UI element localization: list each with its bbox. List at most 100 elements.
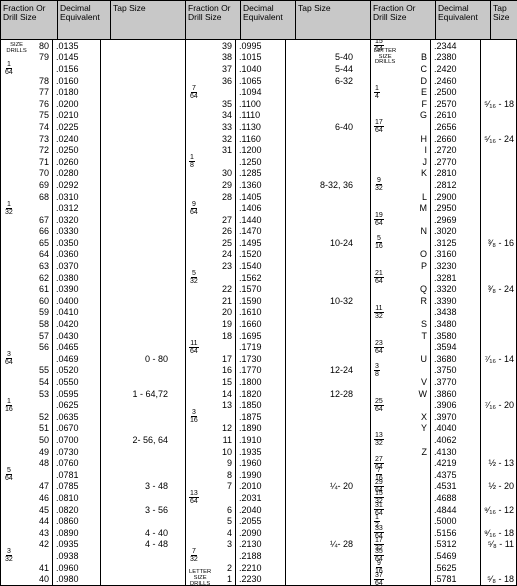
tap-cell <box>286 260 356 272</box>
drill-number: 30 <box>222 168 232 178</box>
tap-cell: ¼- 28 <box>286 539 356 551</box>
drill-number: 10 <box>222 447 232 457</box>
drill-number: 11 <box>223 435 232 445</box>
decimal-col: .0135.0145.0156.0160.0180.0200.0210.0225… <box>53 40 101 585</box>
frac-cell: 21 <box>186 295 235 307</box>
decimal-cell: .1495 <box>236 237 285 249</box>
frac-cell: 35 <box>186 98 235 110</box>
frac-cell: 50 <box>1 434 52 446</box>
tap-cell <box>101 423 171 435</box>
tap-cell <box>286 40 356 52</box>
frac-cell: 12 <box>186 423 235 435</box>
drill-number: 75 <box>39 110 49 120</box>
drill-number: Q <box>420 284 427 294</box>
decimal-cell: .2950 <box>431 202 480 214</box>
tap-cell <box>481 144 517 156</box>
decimal-cell: .1910 <box>236 434 285 446</box>
tap-cell: 2- 56, 64 <box>101 434 171 446</box>
decimal-cell: .1250 <box>236 156 285 168</box>
decimal-cell: .3906 <box>431 399 480 411</box>
tap-cell <box>481 550 517 562</box>
decimal-cell: .0310 <box>53 191 100 203</box>
tap-cell <box>101 341 171 353</box>
tap-cell <box>101 133 171 145</box>
tap-cell <box>101 226 171 238</box>
drill-number: 42 <box>39 539 49 549</box>
tap-cell: ⁹⁄₁₆ - 12 <box>481 504 517 516</box>
frac-cell: J <box>371 156 430 168</box>
tap-cell <box>286 515 356 527</box>
tap-cell <box>286 98 356 110</box>
frac-cell: 1332 <box>371 434 430 446</box>
decimal-cell: .1200 <box>236 144 285 156</box>
decimal-cell: .0625 <box>53 399 100 411</box>
decimal-cell: .1960 <box>236 457 285 469</box>
drill-number: 61 <box>39 284 49 294</box>
tap-cell <box>286 168 356 180</box>
tap-cell <box>286 214 356 226</box>
frac-cell: 1132 <box>371 307 430 319</box>
decimal-cell: .0760 <box>53 457 100 469</box>
drill-number: 73 <box>39 134 49 144</box>
frac-cell: 74 <box>1 121 52 133</box>
frac-cell: C <box>371 63 430 75</box>
decimal-cell: .3390 <box>431 295 480 307</box>
decimal-cell: .4130 <box>431 446 480 458</box>
frac-cell: 18 <box>186 156 235 168</box>
frac-cell: 65 <box>1 237 52 249</box>
tap-cell <box>101 110 171 122</box>
decimal-cell: .1470 <box>236 226 285 238</box>
tap-cell <box>286 434 356 446</box>
drill-number: 18 <box>222 331 232 341</box>
frac-cell: 66 <box>1 226 52 238</box>
drill-number: B <box>421 52 427 62</box>
tap-cell <box>101 272 171 284</box>
decimal-cell: .2090 <box>236 527 285 539</box>
decimal-cell: .1660 <box>236 318 285 330</box>
frac-cell: 20 <box>186 307 235 319</box>
frac-cell: 14E <box>371 86 430 98</box>
decimal-cell: .3594 <box>431 341 480 353</box>
tap-cell <box>286 249 356 261</box>
frac-cell: 17 <box>186 353 235 365</box>
frac-cell: 332 <box>1 550 52 562</box>
tap-cell <box>101 121 171 133</box>
head-dec: DecimalEquivalent <box>241 1 296 39</box>
drill-number: 78 <box>39 76 49 86</box>
decimal-cell: .5000 <box>431 515 480 527</box>
drill-number: 24 <box>222 249 232 259</box>
frac-cell: 16 <box>186 365 235 377</box>
frac-cell: 67 <box>1 214 52 226</box>
drill-number: N <box>421 226 428 236</box>
decimal-cell: .1094 <box>236 86 285 98</box>
frac-cell: 43 <box>1 527 52 539</box>
panel-2: Fraction OrDrill Size DecimalEquivalent … <box>186 1 371 585</box>
frac-cell: 33 <box>186 121 235 133</box>
drill-number: 80 <box>39 41 49 51</box>
drill-number: 79 <box>39 52 49 62</box>
tap-cell <box>481 75 517 87</box>
drill-number: 22 <box>222 284 232 294</box>
frac-cell: O <box>371 249 430 261</box>
drill-number: 77 <box>39 87 49 97</box>
drill-number: 46 <box>39 493 49 503</box>
tap-cell <box>101 399 171 411</box>
tap-cell: 5-40 <box>286 52 356 64</box>
tap-cell <box>101 515 171 527</box>
frac-cell: 59 <box>1 307 52 319</box>
decimal-cell: .0995 <box>236 40 285 52</box>
tap-cell: ⁵⁄₁₆ - 18 <box>481 98 517 110</box>
decimal-cell: .3680 <box>431 353 480 365</box>
tap-cell: 10-32 <box>286 295 356 307</box>
tap-cell <box>101 249 171 261</box>
frac-cell: 964 <box>186 202 235 214</box>
decimal-cell: .2380 <box>431 52 480 64</box>
frac-cell: 78 <box>1 75 52 87</box>
tap-cell <box>481 446 517 458</box>
drill-number: 17 <box>222 354 232 364</box>
frac-cell: S <box>371 318 430 330</box>
frac-cell: I <box>371 144 430 156</box>
tap-cell <box>481 52 517 64</box>
drill-number: T <box>422 331 428 341</box>
frac-cell: 2364 <box>371 341 430 353</box>
